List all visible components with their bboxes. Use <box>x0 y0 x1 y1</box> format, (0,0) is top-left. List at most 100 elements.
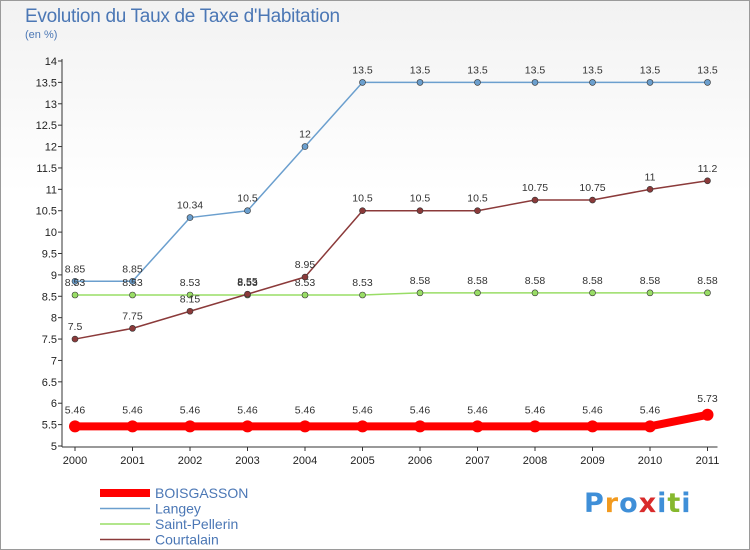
logo-letter: x <box>638 488 658 519</box>
data-label: 5.46 <box>640 404 661 416</box>
data-point <box>244 290 251 298</box>
legend-label-saint-pellerin: Saint-Pellerin <box>155 516 238 532</box>
y-tick-label: 9 <box>51 270 57 282</box>
data-label: 13.5 <box>697 64 718 76</box>
data-point <box>414 420 426 433</box>
data-label: 13.5 <box>525 64 546 76</box>
data-point <box>586 420 599 433</box>
data-label: 5.46 <box>180 404 201 416</box>
data-label: 8.53 <box>295 277 316 289</box>
y-tick-label: 5.5 <box>42 420 57 432</box>
data-point <box>474 289 481 297</box>
data-point <box>474 207 481 215</box>
data-point <box>646 79 654 86</box>
data-point <box>644 420 656 433</box>
legend-label-boisgasson: BOISGASSON <box>155 485 248 501</box>
data-point <box>471 420 484 433</box>
data-label: 8.53 <box>65 277 86 289</box>
data-label: 7.5 <box>68 321 83 333</box>
data-point <box>126 420 139 433</box>
data-label: 10.34 <box>177 200 203 212</box>
logo-letter: r <box>604 488 620 519</box>
data-label: 5.73 <box>697 393 718 405</box>
data-label: 8.58 <box>640 275 661 287</box>
logo-letter: t <box>667 488 682 519</box>
series-line-courtalain <box>74 180 709 340</box>
data-point <box>529 420 541 433</box>
logo-letter: i <box>657 488 668 519</box>
data-point <box>129 278 136 285</box>
data-point <box>531 289 539 297</box>
data-label: 8.58 <box>697 275 718 287</box>
legend-label-langey: Langey <box>155 501 201 517</box>
data-label: 10.5 <box>352 193 373 205</box>
data-label: 11.2 <box>698 163 718 175</box>
data-point <box>704 289 711 297</box>
data-point <box>589 196 596 204</box>
x-tick-label: 2001 <box>120 455 144 467</box>
data-point <box>701 408 714 421</box>
y-tick-label: 10 <box>45 227 57 239</box>
data-point <box>531 196 539 204</box>
data-label: 5.46 <box>65 404 86 416</box>
legend-label-courtalain: Courtalain <box>155 532 219 548</box>
x-tick-label: 2007 <box>465 455 489 467</box>
data-label: 13.5 <box>467 64 488 76</box>
x-tick-label: 2000 <box>63 455 87 467</box>
data-label: 8.15 <box>180 293 201 305</box>
y-tick-label: 6.5 <box>42 377 57 389</box>
data-point <box>69 420 81 433</box>
data-point <box>704 177 711 185</box>
data-point <box>359 207 366 215</box>
chart-subtitle: (en %) <box>25 29 58 41</box>
y-tick-label: 11 <box>46 184 57 196</box>
data-point <box>416 79 424 86</box>
data-point <box>71 335 79 343</box>
y-tick-label: 9.5 <box>42 249 57 261</box>
data-label: 5.46 <box>352 404 373 416</box>
data-label: 8.58 <box>410 275 431 287</box>
x-tick-label: 2006 <box>408 455 432 467</box>
data-label: 8.58 <box>467 275 488 287</box>
data-label: 8.58 <box>525 275 546 287</box>
data-point <box>589 289 596 297</box>
data-label: 8.85 <box>65 263 86 275</box>
x-tick-label: 2003 <box>235 455 259 467</box>
data-point <box>241 420 254 433</box>
data-point <box>359 291 366 299</box>
y-tick-label: 8.5 <box>42 291 57 303</box>
data-label: 11 <box>645 171 656 183</box>
data-label: 5.46 <box>122 404 143 416</box>
data-point <box>186 307 194 315</box>
data-point <box>129 325 136 332</box>
y-tick-label: 12 <box>45 142 57 154</box>
data-label: 8.53 <box>352 277 373 289</box>
data-point <box>531 79 539 86</box>
y-tick-label: 8 <box>51 313 57 325</box>
data-label: 10.75 <box>579 182 605 194</box>
data-point <box>356 420 369 433</box>
data-point <box>646 186 654 193</box>
y-tick-label: 5 <box>51 441 57 453</box>
x-tick-label: 2009 <box>580 455 604 467</box>
data-point <box>301 291 309 299</box>
data-label: 8.53 <box>122 277 143 289</box>
data-point <box>186 291 194 299</box>
data-label: 13.5 <box>582 64 603 76</box>
data-point <box>589 79 596 86</box>
data-label: 13.5 <box>352 64 373 76</box>
data-point <box>474 79 481 86</box>
x-tick-label: 2004 <box>293 455 317 467</box>
y-tick-label: 7.5 <box>42 334 57 346</box>
data-point <box>244 207 251 215</box>
series-line-boisgasson <box>71 410 712 431</box>
data-label: 5.46 <box>525 404 546 416</box>
data-point <box>301 273 309 281</box>
data-label: 8.53 <box>237 277 258 289</box>
data-point <box>299 420 311 433</box>
data-label: 13.5 <box>640 64 661 76</box>
proxiti-logo: Proxiti <box>584 488 692 519</box>
y-tick-label: 10.5 <box>36 206 57 218</box>
data-label: 8.58 <box>582 275 603 287</box>
data-label: 10.5 <box>467 193 488 205</box>
